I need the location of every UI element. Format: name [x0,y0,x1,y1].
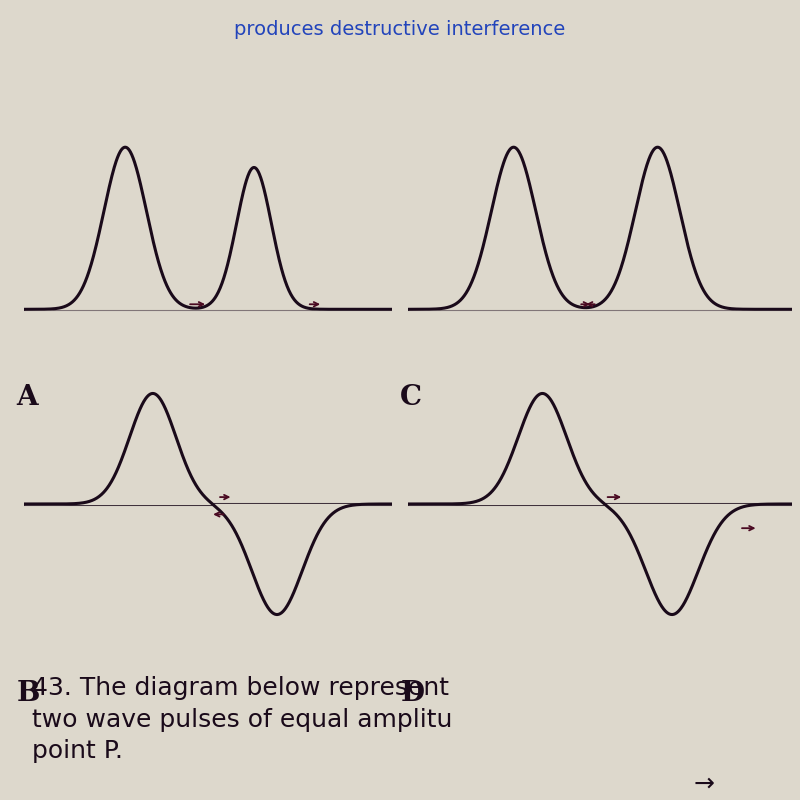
Text: 43. The diagram below represent
two wave pulses of equal amplitu
point P.: 43. The diagram below represent two wave… [32,676,452,763]
Text: produces destructive interference: produces destructive interference [234,20,566,39]
Text: →: → [694,772,714,796]
Text: C: C [400,384,422,411]
Text: B: B [17,680,40,707]
Text: D: D [400,680,424,707]
Text: A: A [17,384,38,411]
